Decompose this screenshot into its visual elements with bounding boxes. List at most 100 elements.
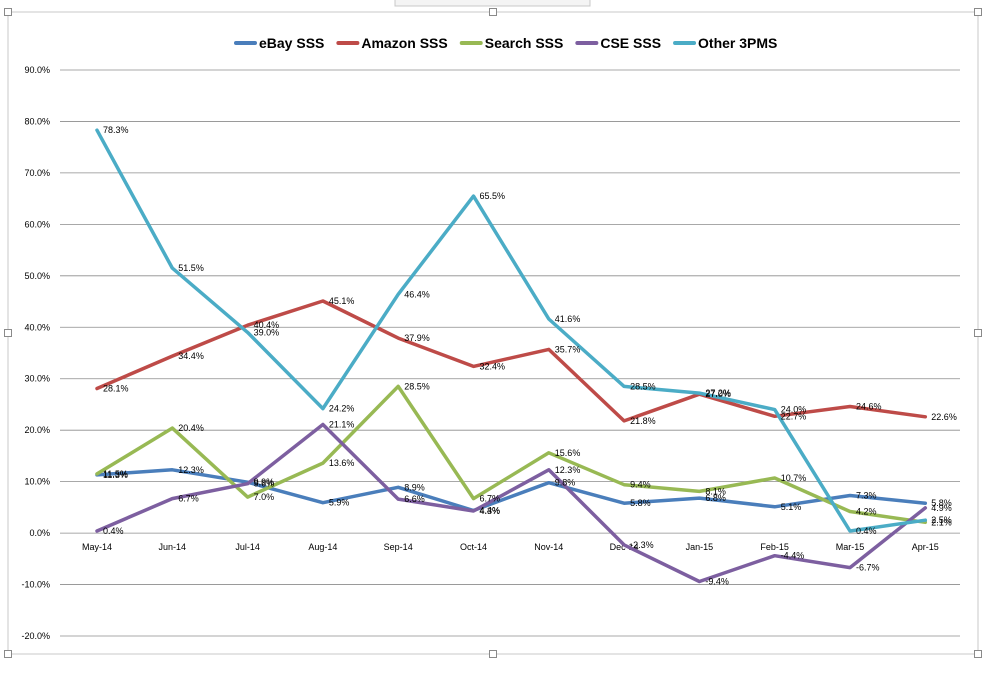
data-label-amazon-sss: 22.7% <box>781 411 807 421</box>
data-label-search-sss: 13.6% <box>329 458 355 468</box>
x-tick-label: Mar-15 <box>836 542 865 552</box>
data-label-ebay-sss: 7.3% <box>856 491 877 501</box>
data-label-other-3pms: 28.5% <box>630 381 656 391</box>
data-label-other-3pms: 0.4% <box>856 526 877 536</box>
y-tick-label: 10.0% <box>24 477 50 487</box>
y-tick-label: 70.0% <box>24 168 50 178</box>
y-tick-label: 30.0% <box>24 374 50 384</box>
x-tick-label: Apr-15 <box>912 542 939 552</box>
data-label-amazon-sss: 37.9% <box>404 333 430 343</box>
x-tick-label: Sep-14 <box>384 542 413 552</box>
data-label-other-3pms: 78.3% <box>103 125 129 135</box>
legend-label: Search SSS <box>485 35 564 51</box>
data-label-cse-sss: -4.4% <box>781 551 805 561</box>
data-label-cse-sss: 21.1% <box>329 420 355 430</box>
y-tick-label: 40.0% <box>24 322 50 332</box>
data-label-other-3pms: 51.5% <box>178 263 204 273</box>
data-label-other-3pms: 24.2% <box>329 404 355 414</box>
data-label-ebay-sss: 12.3% <box>178 465 204 475</box>
resize-handle[interactable] <box>489 650 497 658</box>
data-label-cse-sss: 6.7% <box>178 494 199 504</box>
data-label-search-sss: 20.4% <box>178 423 204 433</box>
data-label-cse-sss: -6.7% <box>856 563 880 573</box>
y-tick-label: 60.0% <box>24 219 50 229</box>
y-tick-label: 0.0% <box>29 528 50 538</box>
data-label-amazon-sss: 34.4% <box>178 351 204 361</box>
data-label-amazon-sss: 40.4% <box>254 320 280 330</box>
data-label-ebay-sss: 4.4% <box>480 505 501 515</box>
data-label-search-sss: 8.1% <box>705 486 726 496</box>
y-tick-label: 50.0% <box>24 271 50 281</box>
x-tick-label: Aug-14 <box>308 542 337 552</box>
legend-item-other-3pms[interactable]: Other 3PMS <box>673 35 777 51</box>
data-label-amazon-sss: 45.1% <box>329 296 355 306</box>
data-label-ebay-sss: 5.8% <box>630 498 651 508</box>
data-label-other-3pms: 39.0% <box>254 327 280 337</box>
data-label-ebay-sss: 8.9% <box>404 482 425 492</box>
y-tick-label: 80.0% <box>24 116 50 126</box>
data-label-amazon-sss: 24.6% <box>856 402 882 412</box>
x-tick-label: Nov-14 <box>534 542 563 552</box>
data-label-amazon-sss: 35.7% <box>555 344 581 354</box>
data-label-ebay-sss: 11.3% <box>103 470 128 480</box>
toolbar-stub <box>394 0 591 7</box>
data-label-other-3pms: 2.5% <box>931 515 952 525</box>
x-tick-label: Dec-14 <box>610 542 639 552</box>
data-label-ebay-sss: 5.9% <box>329 498 350 508</box>
data-label-search-sss: 28.5% <box>404 381 430 391</box>
legend-label: CSE SSS <box>600 35 661 51</box>
data-label-other-3pms: 65.5% <box>480 191 506 201</box>
resize-handle[interactable] <box>974 8 982 16</box>
legend-item-search-sss[interactable]: Search SSS <box>459 35 564 51</box>
data-label-cse-sss: 0.4% <box>103 526 124 536</box>
data-label-ebay-sss: 5.8% <box>931 498 952 508</box>
data-label-search-sss: 11.5% <box>103 469 128 479</box>
legend-label: Other 3PMS <box>698 35 777 51</box>
data-label-cse-sss: 9.6% <box>254 479 275 489</box>
data-label-cse-sss: 4.9% <box>931 503 952 513</box>
data-label-cse-sss: 12.3% <box>555 465 581 475</box>
data-label-cse-sss: -9.4% <box>705 576 729 586</box>
data-label-other-3pms: 24.0% <box>781 405 807 415</box>
data-label-cse-sss: 6.6% <box>404 494 425 504</box>
data-label-cse-sss: -2.3% <box>630 540 654 550</box>
resize-handle[interactable] <box>4 8 12 16</box>
resize-handle[interactable] <box>4 650 12 658</box>
data-label-other-3pms: 46.4% <box>404 289 430 299</box>
y-tick-label: -20.0% <box>21 631 50 641</box>
resize-handle[interactable] <box>4 329 12 337</box>
data-label-amazon-sss: 22.6% <box>931 412 957 422</box>
series-line-cse-sss <box>95 422 928 584</box>
series-line-ebay-sss <box>95 468 928 513</box>
data-label-search-sss: 7.0% <box>254 492 275 502</box>
data-label-other-3pms: 27.2% <box>705 388 731 398</box>
resize-handle[interactable] <box>974 650 982 658</box>
data-label-other-3pms: 41.6% <box>555 314 581 324</box>
y-tick-label: -10.0% <box>21 580 50 590</box>
data-label-amazon-sss: 28.1% <box>103 384 129 394</box>
series-line-amazon-sss <box>95 299 928 423</box>
x-tick-label: Jun-14 <box>159 542 187 552</box>
legend-item-amazon-sss[interactable]: Amazon SSS <box>336 35 448 51</box>
data-label-search-sss: 2.1% <box>931 517 952 527</box>
resize-handle[interactable] <box>974 329 982 337</box>
data-label-search-sss: 9.4% <box>630 480 651 490</box>
data-label-amazon-sss: 27.0% <box>705 389 731 399</box>
data-label-ebay-sss: 9.9% <box>254 477 275 487</box>
legend-item-ebay-sss[interactable]: eBay SSS <box>234 35 324 51</box>
data-label-ebay-sss: 5.1% <box>781 502 802 512</box>
data-label-cse-sss: 4.3% <box>480 506 501 516</box>
x-tick-label: Feb-15 <box>760 542 789 552</box>
legend-item-cse-sss[interactable]: CSE SSS <box>575 35 661 51</box>
data-label-search-sss: 6.7% <box>480 494 501 504</box>
y-tick-label: 90.0% <box>24 65 50 75</box>
legend-label: eBay SSS <box>259 35 324 51</box>
data-label-search-sss: 10.7% <box>781 473 807 483</box>
data-label-search-sss: 4.2% <box>856 506 877 516</box>
resize-handle[interactable] <box>489 8 497 16</box>
data-label-amazon-sss: 21.8% <box>630 416 656 426</box>
data-label-search-sss: 15.6% <box>555 448 581 458</box>
data-label-amazon-sss: 32.4% <box>480 361 506 371</box>
